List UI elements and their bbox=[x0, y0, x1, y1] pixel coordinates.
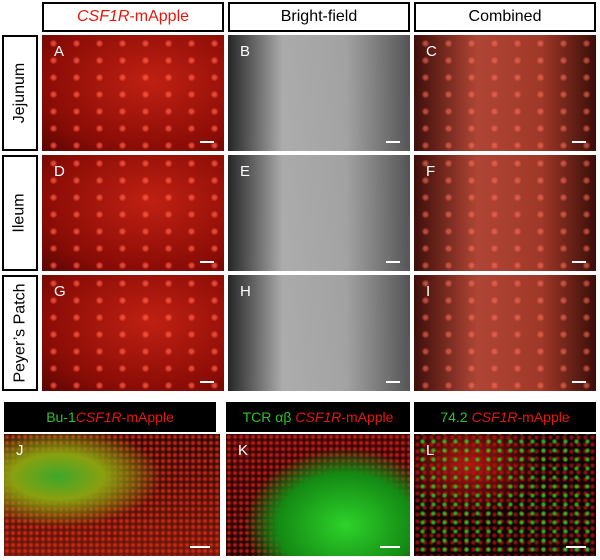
header-part: CSF1R bbox=[76, 8, 130, 25]
row-label: Jejunum bbox=[2, 35, 38, 151]
image-panel: D bbox=[42, 155, 224, 271]
scale-bar bbox=[386, 261, 400, 263]
row-label: Ileum bbox=[2, 155, 38, 271]
image-panel: A bbox=[42, 35, 224, 151]
scale-bar bbox=[572, 381, 586, 383]
scale-bar bbox=[200, 261, 214, 263]
image-panel: E bbox=[228, 155, 410, 271]
image-panel: B bbox=[228, 35, 410, 151]
image-panel: I bbox=[414, 275, 596, 391]
panel-letter: E bbox=[240, 163, 251, 180]
column-header: Bright-field bbox=[228, 2, 410, 32]
panel-letter: H bbox=[240, 283, 251, 300]
scale-bar bbox=[386, 141, 400, 143]
scale-bar bbox=[190, 546, 210, 548]
scale-bar bbox=[566, 546, 586, 548]
panel-letter: G bbox=[54, 283, 66, 300]
scale-bar bbox=[572, 261, 586, 263]
column-header: Combined bbox=[414, 2, 596, 32]
header-part: CSF1R bbox=[75, 409, 122, 425]
image-panel: J bbox=[4, 434, 220, 556]
image-panel: H bbox=[228, 275, 410, 391]
image-panel: C bbox=[414, 35, 596, 151]
scale-bar bbox=[380, 546, 400, 548]
scale-bar bbox=[200, 141, 214, 143]
header-part: CSF1R bbox=[471, 409, 518, 425]
image-panel: F bbox=[414, 155, 596, 271]
scale-bar bbox=[200, 381, 214, 383]
header-part: -mApple bbox=[121, 409, 174, 425]
header-part: Combined bbox=[468, 8, 542, 25]
header-part: 74.2 bbox=[440, 409, 468, 425]
image-panel: L bbox=[414, 434, 596, 556]
header-part: -mApple bbox=[341, 409, 394, 425]
image-panel: G bbox=[42, 275, 224, 391]
header-part: Bright-field bbox=[280, 8, 358, 25]
header-part: -mApple bbox=[129, 8, 190, 25]
bottom-header: Bu-1 CSF1R -mApple bbox=[4, 402, 216, 432]
panel-letter: B bbox=[240, 43, 251, 60]
panel-letter: C bbox=[426, 43, 437, 60]
row-label: Peyer’s Patch bbox=[2, 275, 38, 391]
bottom-header: 74.2 CSF1R -mApple bbox=[414, 402, 596, 432]
header-part: TCR αβ bbox=[242, 409, 292, 425]
panel-letter: D bbox=[54, 163, 65, 180]
header-part: Bu-1 bbox=[46, 409, 76, 425]
panel-letter: A bbox=[54, 43, 65, 60]
row-label-text: Peyer’s Patch bbox=[11, 283, 29, 383]
panel-letter: J bbox=[16, 442, 24, 459]
bottom-header: TCR αβ CSF1R -mApple bbox=[226, 402, 410, 432]
header-part: -mApple bbox=[517, 409, 570, 425]
row-label-text: Ileum bbox=[11, 193, 28, 233]
panel-letter: K bbox=[238, 442, 249, 459]
scale-bar bbox=[572, 141, 586, 143]
panel-letter: L bbox=[426, 442, 435, 459]
scale-bar bbox=[386, 381, 400, 383]
header-part: CSF1R bbox=[295, 409, 342, 425]
panel-letter: I bbox=[426, 283, 431, 300]
column-header: CSF1R -mApple bbox=[42, 2, 224, 32]
image-panel: K bbox=[226, 434, 410, 556]
row-label-text: Jejunum bbox=[11, 62, 29, 124]
panel-letter: F bbox=[426, 163, 436, 180]
